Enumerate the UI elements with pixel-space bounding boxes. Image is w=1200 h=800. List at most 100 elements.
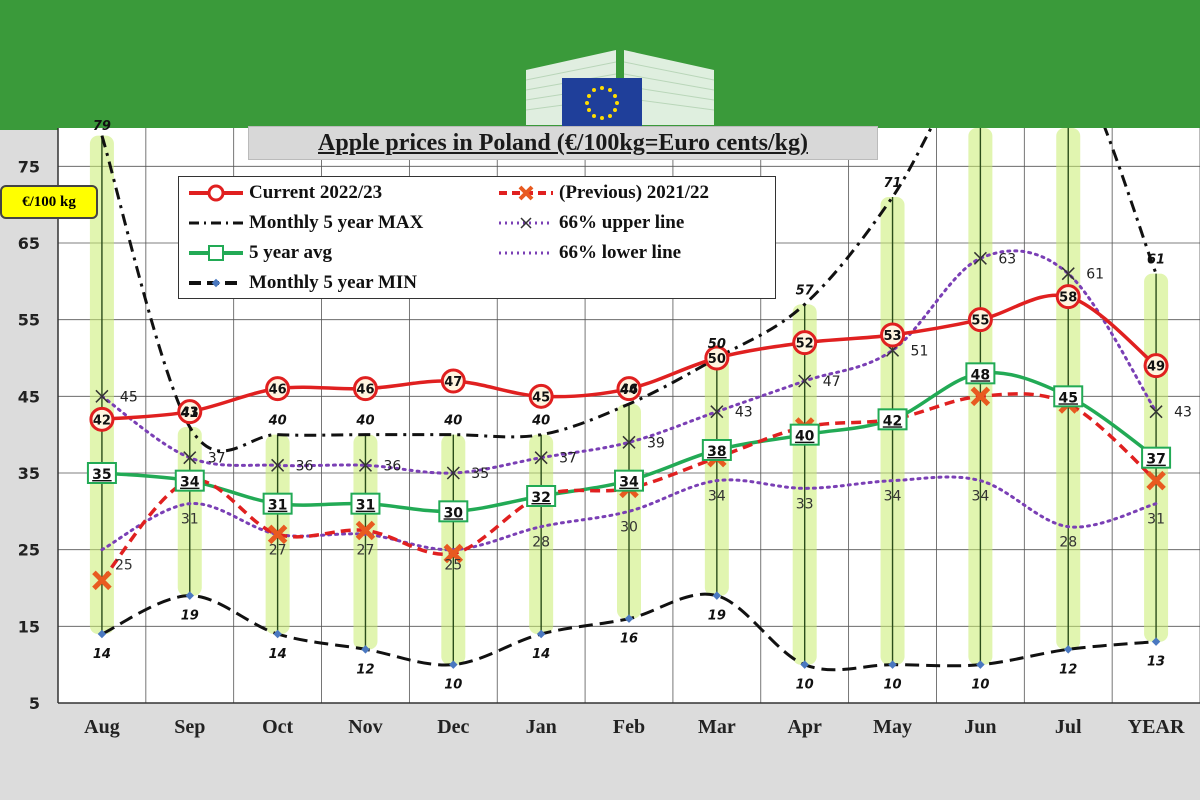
current-data-label: 53 <box>883 329 901 344</box>
min-data-label: 10 <box>444 678 462 693</box>
series-line-lower <box>100 475 1158 552</box>
current-marker <box>880 322 906 348</box>
avg-marker <box>86 462 117 484</box>
legend-swatch-current <box>189 184 243 202</box>
lower-data-label: 27 <box>357 542 375 558</box>
upper-marker <box>622 435 636 449</box>
previous-marker <box>1146 470 1166 491</box>
lower-data-label: 27 <box>269 542 287 558</box>
previous-marker <box>267 524 288 545</box>
current-marker <box>616 376 642 402</box>
current-data-label: 46 <box>620 383 638 398</box>
avg-marker <box>526 485 557 507</box>
upper-marker <box>183 451 197 465</box>
current-data-label: 50 <box>708 352 726 367</box>
avg-data-label: 48 <box>971 367 990 383</box>
current-data-label: 58 <box>1059 291 1077 306</box>
upper-marker <box>271 458 285 472</box>
avg-data-label: 42 <box>883 413 902 429</box>
avg-marker <box>174 469 205 492</box>
current-data-label: 46 <box>356 383 374 398</box>
min-data-label: 10 <box>883 678 901 693</box>
upper-marker <box>446 466 460 480</box>
upper-data-label: 39 <box>647 435 665 451</box>
current-marker <box>792 330 818 356</box>
legend-label-max: Monthly 5 year MAX <box>249 212 424 233</box>
y-axis-unit-badge: €/100 kg <box>0 185 98 219</box>
previous-marker <box>443 543 464 564</box>
previous-marker <box>355 520 376 541</box>
avg-marker <box>1141 446 1172 469</box>
lower-data-label: 25 <box>115 558 133 574</box>
previous-marker <box>970 386 991 407</box>
min-marker <box>1151 637 1161 646</box>
min-data-label: 14 <box>532 647 550 662</box>
x-tick-label: Aug <box>84 716 120 738</box>
min-marker <box>888 660 897 669</box>
avg-data-label: 32 <box>531 490 550 506</box>
lower-data-label: 30 <box>620 519 638 535</box>
current-marker <box>440 368 466 394</box>
avg-data-label: 38 <box>707 444 726 460</box>
legend-swatch-previous <box>499 185 553 201</box>
min-marker <box>449 660 458 669</box>
x-tick-label: May <box>873 716 912 738</box>
current-marker <box>265 376 291 402</box>
min-marker <box>1063 645 1073 654</box>
min-data-label: 12 <box>356 662 374 677</box>
previous-marker <box>92 570 112 591</box>
avg-data-label: 37 <box>1146 452 1165 468</box>
legend-item-lower: 66% lower line <box>497 239 767 267</box>
avg-marker <box>614 469 644 492</box>
legend-item-avg: 5 year avg <box>187 239 487 267</box>
min-data-label: 10 <box>796 678 814 693</box>
upper-data-label: 43 <box>735 405 753 421</box>
upper-data-label: 45 <box>120 389 138 405</box>
lower-data-label: 33 <box>796 496 814 512</box>
avg-data-label: 34 <box>180 475 200 491</box>
legend-item-min: Monthly 5 year MIN <box>187 269 487 297</box>
upper-marker <box>1061 267 1075 281</box>
current-marker <box>89 406 115 432</box>
min-data-label: 16 <box>620 632 638 647</box>
x-tick-label: Jul <box>1055 716 1082 738</box>
x-tick-label: Feb <box>613 716 645 738</box>
max-data-label: 71 <box>883 176 901 191</box>
lower-data-label: 28 <box>1059 535 1077 551</box>
current-data-label: 52 <box>796 337 814 352</box>
legend-swatch-upper <box>499 217 553 229</box>
upper-data-label: 37 <box>208 451 226 467</box>
x-tick-label: Jan <box>526 716 557 738</box>
upper-data-label: 36 <box>296 458 314 474</box>
legend-label-lower: 66% lower line <box>559 242 682 263</box>
current-data-label: 49 <box>1147 360 1165 375</box>
lower-data-label: 34 <box>971 489 989 505</box>
legend-item-current: Current 2022/23 <box>187 179 487 207</box>
min-marker <box>624 614 634 623</box>
max-data-label: 79 <box>93 119 111 134</box>
upper-marker <box>710 405 724 419</box>
legend-label-min: Monthly 5 year MIN <box>249 272 417 293</box>
upper-data-label: 43 <box>1174 405 1192 421</box>
x-tick-label: YEAR <box>1128 716 1185 738</box>
current-data-label: 46 <box>269 383 287 398</box>
upper-marker <box>1149 405 1163 419</box>
avg-data-label: 35 <box>92 467 111 483</box>
min-marker <box>712 591 722 600</box>
upper-data-label: 37 <box>559 451 577 467</box>
max-data-label: 40 <box>355 414 374 429</box>
avg-marker <box>701 439 732 461</box>
current-data-label: 55 <box>971 314 989 329</box>
avg-marker <box>262 492 293 515</box>
max-data-label: 57 <box>796 283 815 298</box>
upper-data-label: 51 <box>911 343 929 359</box>
lower-data-label: 25 <box>444 558 462 574</box>
current-data-label: 43 <box>181 406 199 421</box>
min-marker <box>273 629 282 639</box>
lower-data-label: 28 <box>532 535 550 551</box>
avg-marker <box>877 408 908 431</box>
y-tick-label: 15 <box>18 617 40 636</box>
current-marker <box>528 383 554 409</box>
min-data-label: 13 <box>1147 655 1165 670</box>
